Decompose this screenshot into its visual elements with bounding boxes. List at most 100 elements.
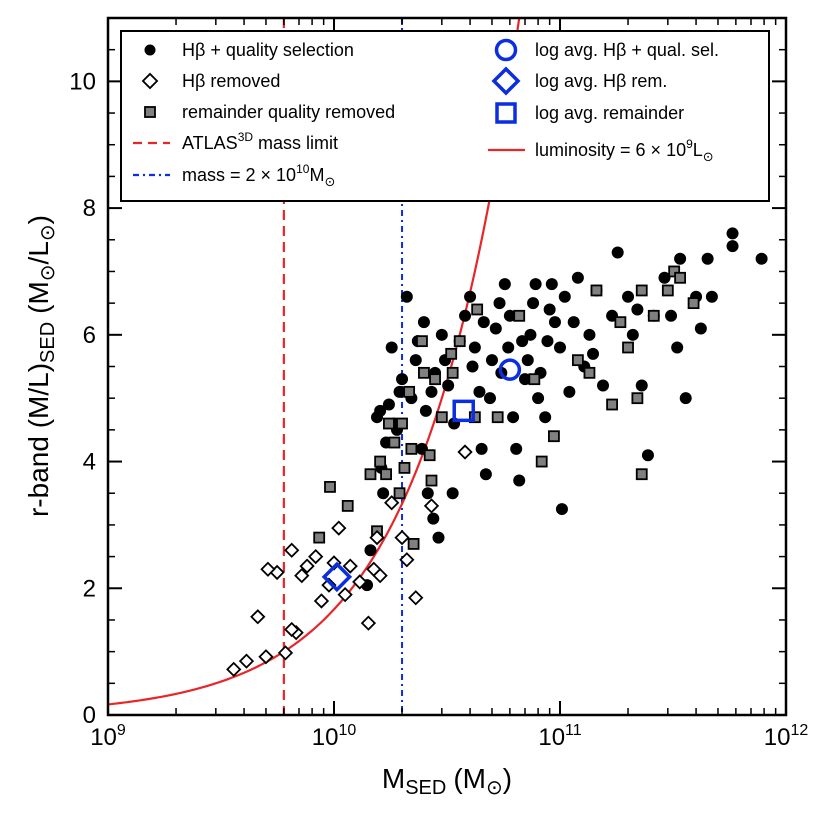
hb-removed-point xyxy=(394,529,410,546)
legend-marker-remainder xyxy=(144,106,156,118)
y-tick-label: 0 xyxy=(83,702,96,729)
hb-quality-point xyxy=(635,379,648,392)
remainder-point xyxy=(528,373,541,386)
legend-label-luminosity: luminosity = 6 × 109L⊙ xyxy=(535,137,714,164)
remainder-point xyxy=(446,366,459,379)
hb-quality-point xyxy=(417,316,430,329)
y-label-sun-2: ⊙ xyxy=(37,224,59,241)
x-tick-exp: 11 xyxy=(565,722,582,739)
hb-quality-point xyxy=(427,512,440,525)
hb-quality-point xyxy=(466,360,479,373)
hb-quality-point xyxy=(558,290,571,303)
hb-removed-point xyxy=(284,621,300,638)
x-tick-exp: 12 xyxy=(790,722,808,739)
legend-marker-avg-hb-quality xyxy=(494,38,518,62)
hb-quality-point xyxy=(377,487,390,500)
remainder-point xyxy=(313,531,326,544)
remainder-point xyxy=(661,284,674,297)
legend-label-avg-hb-removed: log avg. Hβ rem. xyxy=(535,71,667,91)
x-label-main: M xyxy=(382,763,405,794)
hb-quality-point xyxy=(626,328,639,341)
hb-quality-point xyxy=(518,373,531,386)
remainder-point xyxy=(647,309,660,322)
x-tick-label: 1012 xyxy=(764,722,809,751)
hb-quality-point xyxy=(503,309,516,322)
hb-removed-point xyxy=(258,649,274,665)
legend-marker-hb-quality xyxy=(144,44,156,56)
hb-quality-point xyxy=(563,385,576,398)
legend-atlas-post: mass limit xyxy=(253,133,338,153)
remainder-point xyxy=(435,411,448,424)
remainder-point xyxy=(614,316,627,329)
y-axis-label: r-band (M/L)SED(M⊙/L⊙) xyxy=(23,215,59,517)
y-tick-label: 4 xyxy=(83,449,96,476)
hb-quality-point xyxy=(400,290,413,303)
legend-label-avg-remainder: log avg. remainder xyxy=(535,103,684,123)
remainder-point xyxy=(445,347,458,360)
hb-removed-point xyxy=(360,615,377,631)
hb-removed-point xyxy=(352,574,368,590)
hb-removed-point xyxy=(238,653,255,669)
hb-removed-point xyxy=(284,542,300,558)
x-tick-base: 10 xyxy=(538,724,565,751)
hb-removed-point xyxy=(408,590,424,606)
y-tick-label: 6 xyxy=(83,322,96,349)
remainder-point xyxy=(396,417,408,430)
x-tick-base: 10 xyxy=(312,724,339,751)
remainder-point xyxy=(548,430,560,443)
hb-quality-point xyxy=(475,442,488,455)
x-tick-label: 109 xyxy=(90,722,126,751)
remainder-point xyxy=(668,265,681,278)
hb-removed-point xyxy=(457,444,473,460)
hb-quality-point xyxy=(425,385,438,398)
hb-removed-point xyxy=(399,552,415,568)
avg-remainder-marker xyxy=(452,399,475,423)
x-tick-label: 1011 xyxy=(538,722,581,751)
hb-removed-point xyxy=(299,558,315,574)
hb-removed-point xyxy=(294,567,310,584)
remainder-point xyxy=(583,366,596,379)
legend-label-atlas: ATLAS3D mass limit xyxy=(182,130,338,153)
hb-quality-point xyxy=(446,487,459,500)
points-layer xyxy=(226,227,768,678)
remainder-point xyxy=(635,468,648,481)
remainder-point xyxy=(571,354,584,367)
hb-quality-point xyxy=(493,297,506,310)
hb-quality-point xyxy=(539,411,552,424)
hb-quality-point xyxy=(442,379,455,392)
remainder-point xyxy=(398,461,411,474)
hb-quality-point xyxy=(468,341,481,354)
hb-quality-point xyxy=(548,316,561,329)
hb-quality-point xyxy=(694,322,707,335)
legend-label-remainder: remainder quality removed xyxy=(182,102,395,122)
hb-quality-point xyxy=(510,442,523,455)
x-tick-exp: 10 xyxy=(338,722,356,739)
remainder-point xyxy=(374,455,387,468)
x-label-paren: (M xyxy=(453,763,486,794)
hb-quality-point xyxy=(507,411,520,424)
remainder-point xyxy=(393,487,406,500)
hb-quality-point xyxy=(641,449,654,462)
legend-box xyxy=(120,30,770,202)
hb-quality-point xyxy=(658,271,671,284)
legend-marker-avg-remainder xyxy=(495,102,517,124)
legend-lum-sup: 9 xyxy=(686,137,693,151)
legend-lum-sun: ⊙ xyxy=(703,149,714,164)
hb-quality-point xyxy=(521,354,534,367)
x-tick-exp: 9 xyxy=(117,722,126,739)
remainder-point xyxy=(383,417,395,430)
hb-quality-point xyxy=(409,354,422,367)
hb-removed-point xyxy=(331,520,347,536)
hb-removed-point xyxy=(342,558,358,574)
remainder-point xyxy=(631,392,644,405)
hb-quality-point xyxy=(555,503,568,516)
hb-quality-point xyxy=(597,379,610,392)
hb-removed-point xyxy=(384,495,400,511)
hb-quality-point xyxy=(477,316,490,329)
hb-quality-point xyxy=(543,303,556,316)
hb-quality-point xyxy=(502,341,515,354)
hb-removed-point xyxy=(308,548,324,565)
hb-removed-point xyxy=(250,609,266,625)
hb-quality-point xyxy=(393,385,406,398)
luminosity-curve xyxy=(108,18,521,706)
